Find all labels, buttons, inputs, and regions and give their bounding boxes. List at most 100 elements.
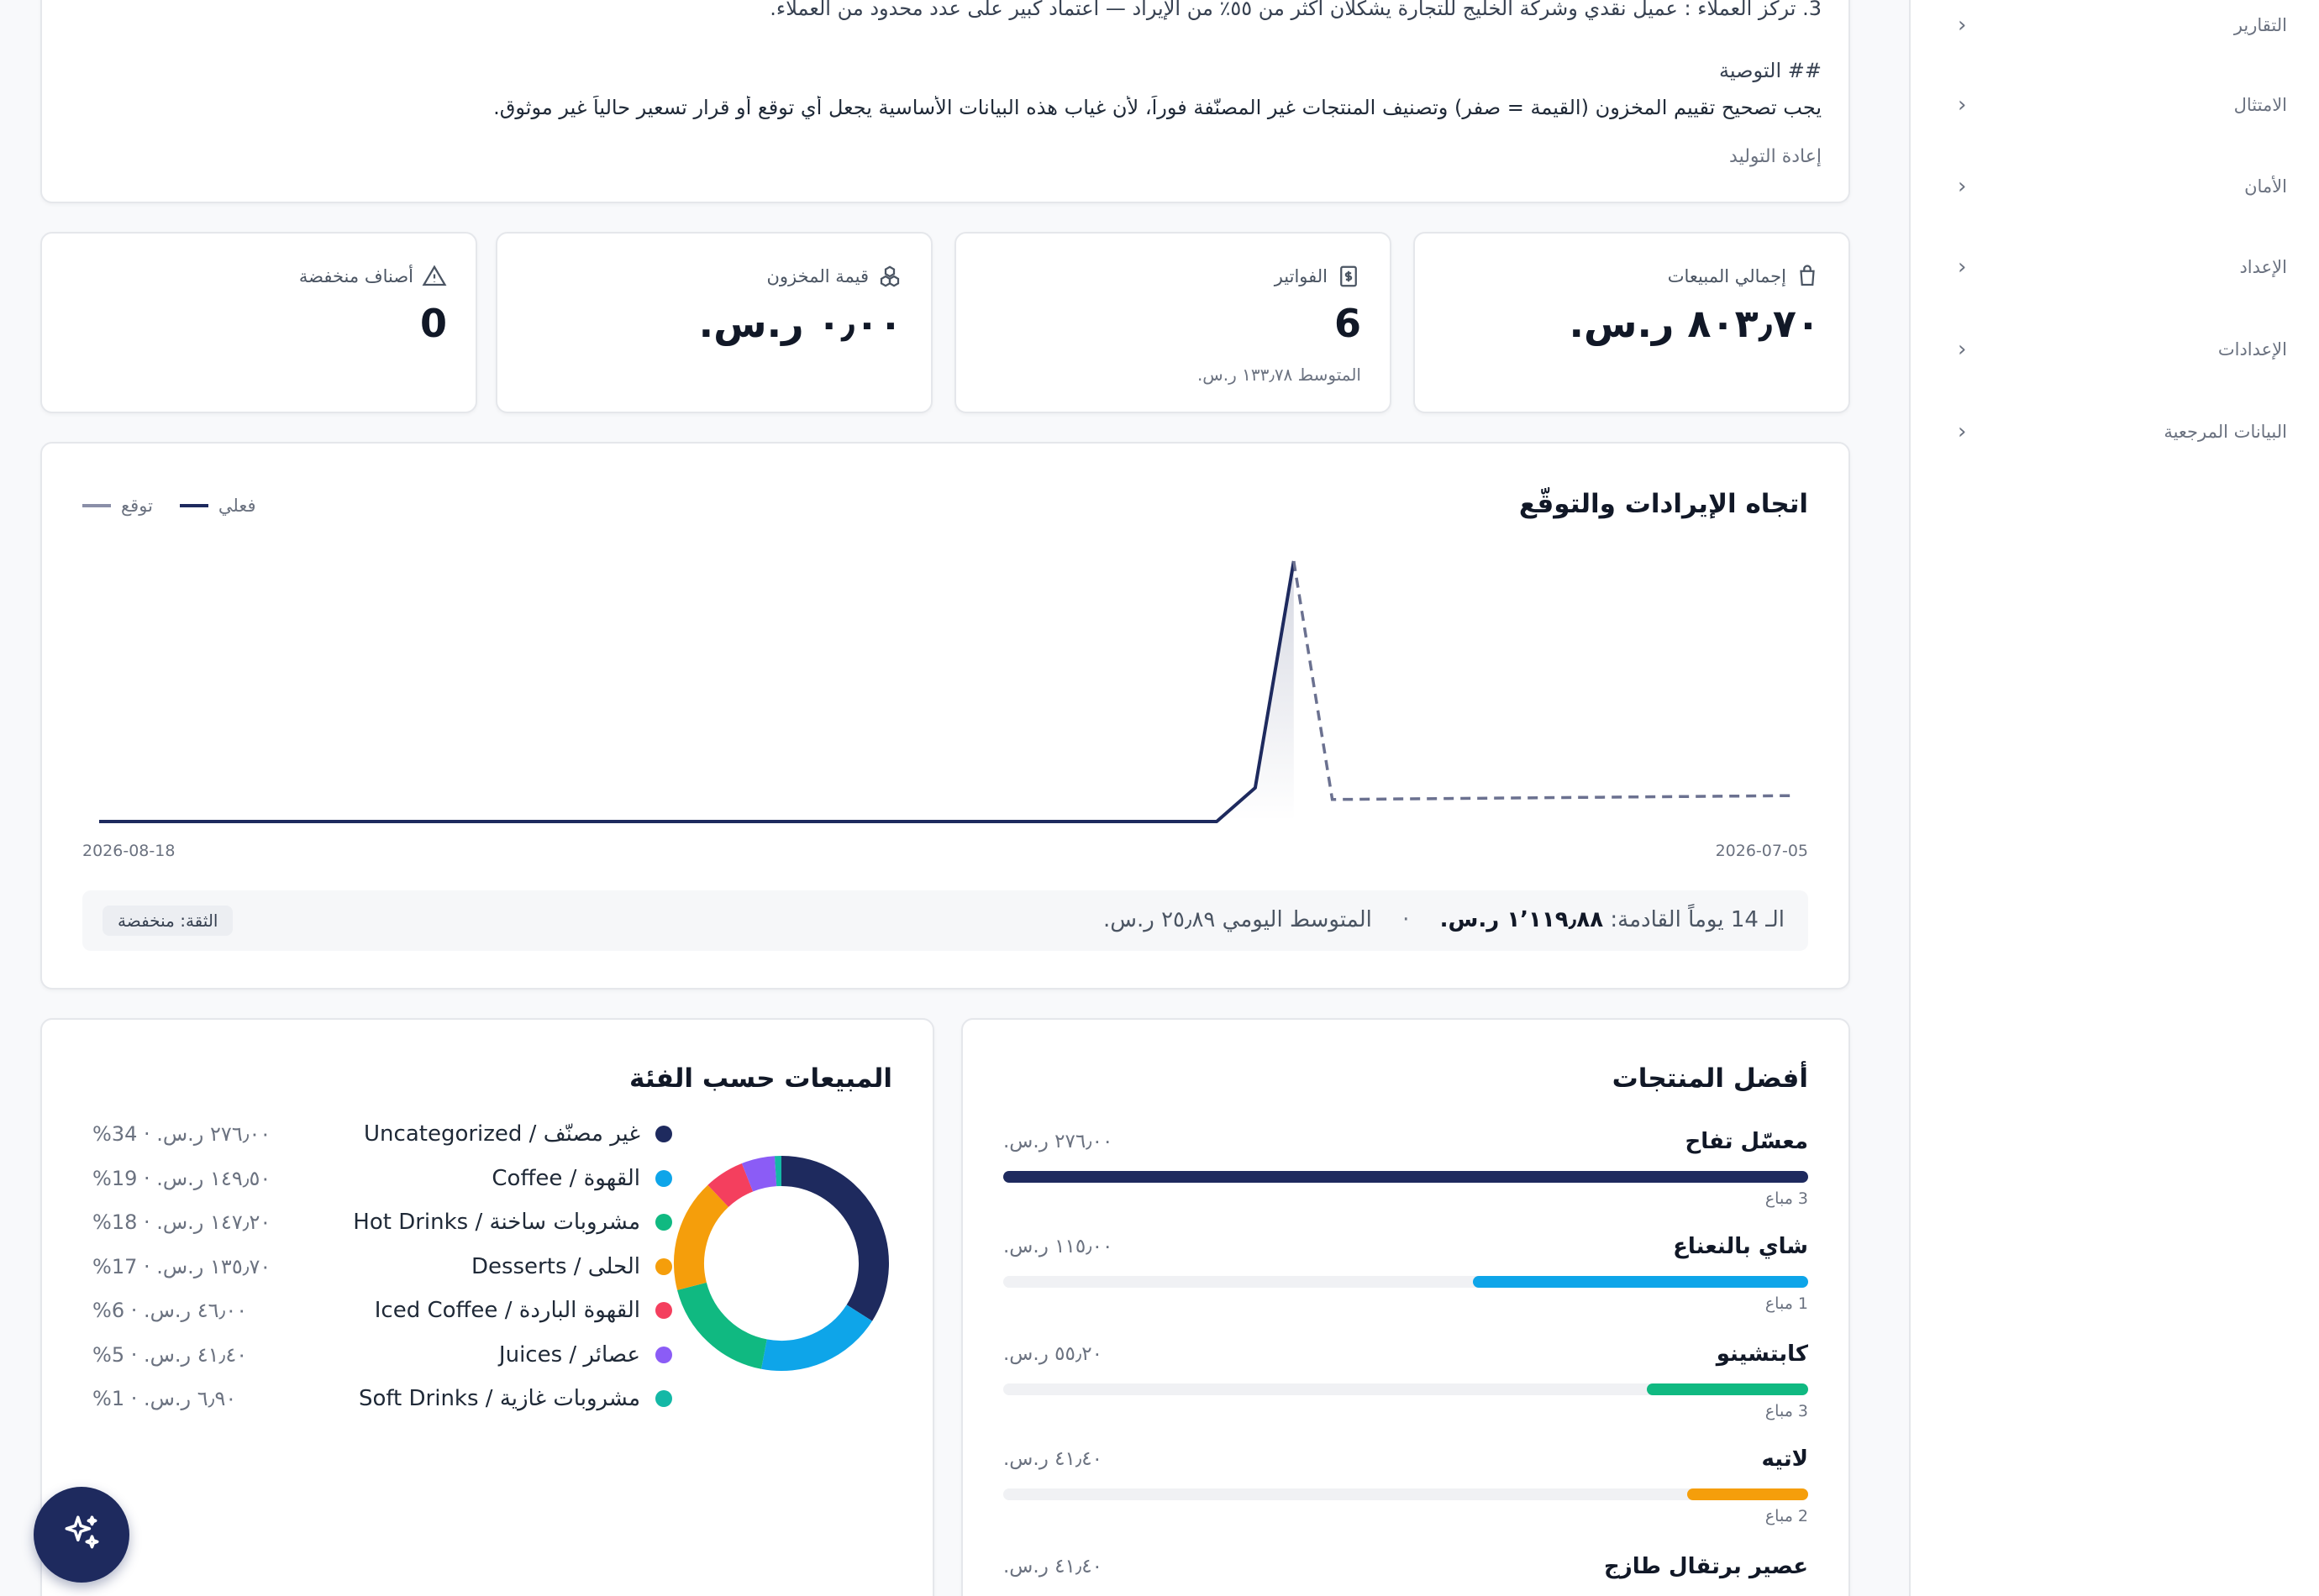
- receipt-icon: [1336, 264, 1361, 289]
- product-name: لاتيه: [1761, 1446, 1808, 1472]
- sidebar-item-settings[interactable]: الإعدادات ‹: [1909, 324, 2319, 375]
- product-amount: ٥٥٫٢٠ ر.س.: [1003, 1343, 1103, 1365]
- category-color-dot: [655, 1214, 672, 1231]
- sales-by-category-card: المبيعات حسب الفئة غير مصنّف / Uncategor…: [40, 1018, 934, 1596]
- donut-slice: [781, 1156, 889, 1321]
- product-sold-count: 3 مباع: [1764, 1189, 1808, 1208]
- kpi-title: قيمة المخزون: [766, 266, 869, 286]
- category-legend-item: مشروبات غازية / Soft Drinks ٦٫٩٠ ر.س. · …: [92, 1377, 672, 1420]
- x-axis-start-label: 2026-07-05: [1715, 842, 1808, 860]
- product-bar-fill: [1687, 1488, 1808, 1500]
- product-row: كابتشينو ٥٥٫٢٠ ر.س. 3 مباع: [1003, 1341, 1808, 1442]
- product-name: معسّل تفاح: [1685, 1129, 1808, 1154]
- top-products-card: أفضل المنتجات معسّل تفاح ٢٧٦٫٠٠ ر.س. 3 م…: [961, 1018, 1850, 1596]
- sparkles-icon: [60, 1512, 103, 1557]
- category-name: غير مصنّف / Uncategorized: [364, 1121, 640, 1147]
- product-amount: ٢٧٦٫٠٠ ر.س.: [1003, 1131, 1113, 1152]
- ai-summary-line: 3. تركز العملاء : عميل نقدي وشركة الخليج…: [770, 0, 1822, 20]
- sidebar-item-reference-data[interactable]: البيانات المرجعية ‹: [1909, 407, 2319, 457]
- product-bar-fill: [1647, 1383, 1808, 1395]
- product-bar-track: [1003, 1488, 1808, 1500]
- chevron-left-icon: ‹: [1958, 337, 1967, 362]
- category-legend-item: غير مصنّف / Uncategorized ٢٧٦٫٠٠ ر.س. · …: [92, 1112, 672, 1156]
- product-name: كابتشينو: [1716, 1341, 1808, 1367]
- product-name: عصير برتقال طازج: [1604, 1554, 1808, 1579]
- donut-slice: [741, 1156, 777, 1192]
- kpi-value: 0: [419, 301, 447, 346]
- x-axis-end-label: 2026-08-18: [82, 842, 176, 860]
- category-donut-chart: [674, 1156, 889, 1371]
- category-color-dot: [655, 1390, 672, 1407]
- kpi-title: أصناف منخفضة: [298, 266, 413, 286]
- product-row: عصير برتقال طازج ٤١٫٤٠ ر.س.: [1003, 1554, 1808, 1596]
- category-legend-item: الحلى / Desserts ١٣٥٫٧٠ ر.س. · 17%: [92, 1245, 672, 1289]
- kpi-low-stock: أصناف منخفضة 0: [40, 232, 477, 413]
- product-bar-fill: [1003, 1171, 1808, 1183]
- category-name: عصائر / Juices: [498, 1341, 640, 1368]
- category-legend-item: عصائر / Juices ٤١٫٤٠ ر.س. · 5%: [92, 1333, 672, 1377]
- category-value: ٢٧٦٫٠٠ ر.س. · 34%: [92, 1122, 271, 1146]
- category-value: ٦٫٩٠ ر.س. · 1%: [92, 1387, 237, 1410]
- legend-forecast: توقع: [82, 496, 153, 516]
- ai-summary-card: 3. تركز العملاء : عميل نقدي وشركة الخليج…: [40, 0, 1850, 203]
- actual-area: [1217, 561, 1294, 822]
- kpi-invoices: الفواتير 6 المتوسط ١٣٣٫٧٨ ر.س.: [954, 232, 1391, 413]
- sidebar: التقارير ‹ الامتثال ‹ الأمان ‹ الإعداد ‹…: [1909, 0, 2319, 1596]
- chevron-left-icon: ‹: [1958, 255, 1967, 280]
- chevron-left-icon: ‹: [1958, 92, 1967, 118]
- legend-actual-label: فعلي: [218, 496, 256, 516]
- regenerate-link[interactable]: إعادة التوليد: [1729, 146, 1822, 167]
- category-name: القهوة الباردة / Iced Coffee: [374, 1298, 640, 1323]
- sidebar-item-label: البيانات المرجعية: [2164, 422, 2287, 442]
- forecast-summary: الـ 14 يوماً القادمة: ١٬١١٩٫٨٨ ر.س. · ال…: [82, 890, 1808, 951]
- product-amount: ١١٥٫٠٠ ر.س.: [1003, 1236, 1113, 1257]
- sidebar-item-label: التقارير: [2233, 15, 2287, 35]
- revenue-line-chart: [99, 560, 1796, 823]
- ai-summary-recommendation: يجب تصحيح تقييم المخزون (القيمة = صفر) و…: [493, 96, 1822, 119]
- sidebar-item-reports[interactable]: التقارير ‹: [1909, 0, 2319, 50]
- forecast-label: الـ 14 يوماً القادمة:: [1610, 907, 1785, 932]
- category-color-dot: [655, 1257, 672, 1275]
- sidebar-item-setup[interactable]: الإعداد ‹: [1909, 242, 2319, 292]
- legend-actual-swatch: [179, 504, 208, 507]
- kpi-value: ٨٠٣٫٧٠ ر.س.: [1569, 301, 1821, 346]
- shopping-bag-icon: [1795, 264, 1820, 289]
- kpi-inventory-value: قيمة المخزون ٠٫٠٠ ر.س.: [496, 232, 933, 413]
- kpi-title: إجمالي المبيعات: [1667, 266, 1786, 286]
- legend-forecast-swatch: [82, 504, 111, 507]
- ai-assistant-button[interactable]: [34, 1487, 129, 1583]
- product-bar-track: [1003, 1171, 1808, 1183]
- sidebar-item-security[interactable]: الأمان ‹: [1909, 161, 2319, 212]
- chevron-left-icon: ‹: [1958, 174, 1967, 199]
- product-name: شاي بالنعناع: [1673, 1234, 1808, 1259]
- category-color-dot: [655, 1126, 672, 1142]
- kpi-value: ٠٫٠٠ ر.س.: [698, 301, 902, 346]
- kpi-value: 6: [1333, 301, 1361, 346]
- sidebar-item-compliance[interactable]: الامتثال ‹: [1909, 80, 2319, 130]
- category-name: مشروبات غازية / Soft Drinks: [358, 1386, 640, 1411]
- product-row: شاي بالنعناع ١١٥٫٠٠ ر.س. 1 مباع: [1003, 1234, 1808, 1335]
- boxes-icon: [877, 264, 902, 289]
- category-color-dot: [655, 1346, 672, 1363]
- trend-title: اتجاه الإيرادات والتوقّع: [1518, 489, 1808, 519]
- product-sold-count: 2 مباع: [1764, 1507, 1808, 1525]
- category-value: ٤١٫٤٠ ر.س. · 5%: [92, 1342, 248, 1367]
- category-value: ١٣٥٫٧٠ ر.س. · 17%: [92, 1254, 271, 1278]
- category-value: ١٤٩٫٥٠ ر.س. · 19%: [92, 1166, 271, 1190]
- donut-slice: [707, 1163, 754, 1208]
- legend-forecast-label: توقع: [121, 496, 153, 516]
- category-name: القهوة / Coffee: [492, 1165, 640, 1191]
- series-actual-line: [99, 560, 1296, 823]
- category-legend-item: مشروبات ساخنة / Hot Drinks ١٤٧٫٢٠ ر.س. ·…: [92, 1200, 672, 1244]
- confidence-badge: الثقة: منخفضة: [103, 906, 234, 936]
- category-legend-item: القهوة الباردة / Iced Coffee ٤٦٫٠٠ ر.س. …: [92, 1289, 672, 1332]
- sidebar-item-label: الإعداد: [2239, 257, 2287, 277]
- category-legend-item: القهوة / Coffee ١٤٩٫٥٠ ر.س. · 19%: [92, 1157, 672, 1200]
- kpi-title: الفواتير: [1274, 266, 1328, 286]
- category-title: المبيعات حسب الفئة: [629, 1063, 892, 1094]
- series-forecast-line: [1292, 560, 1796, 801]
- product-amount: ٤١٫٤٠ ر.س.: [1003, 1556, 1103, 1578]
- category-color-dot: [655, 1169, 672, 1187]
- product-row: لاتيه ٤١٫٤٠ ر.س. 2 مباع: [1003, 1446, 1808, 1547]
- category-value: ١٤٧٫٢٠ ر.س. · 18%: [92, 1210, 271, 1234]
